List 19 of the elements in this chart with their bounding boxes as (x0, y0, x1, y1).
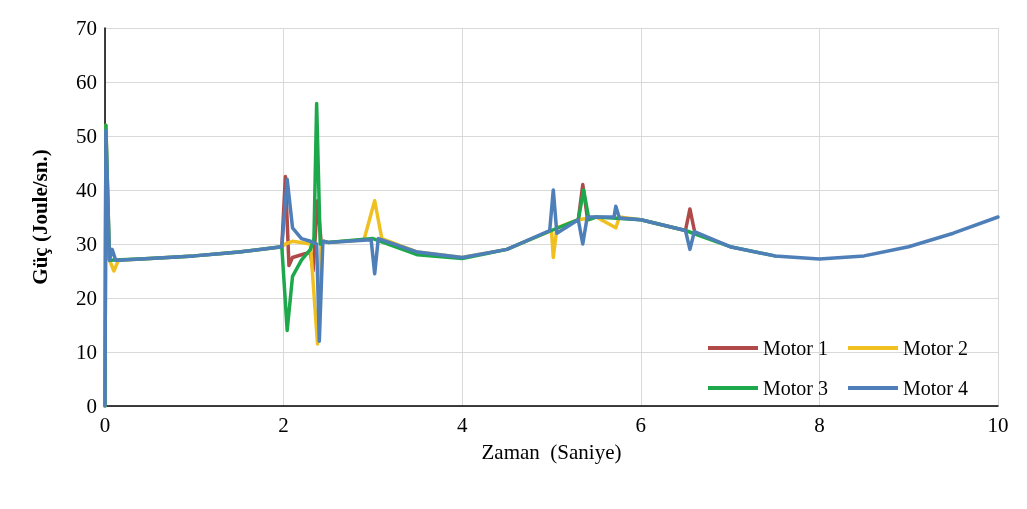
legend-label: Motor 3 (763, 377, 828, 399)
y-axis-title: Güç (Joule/sn.) (27, 149, 52, 285)
y-tick-label: 30 (76, 232, 97, 256)
x-tick-label: 10 (987, 412, 1009, 437)
x-tick-label: 8 (814, 412, 825, 437)
legend-label: Motor 2 (903, 337, 968, 359)
x-tick-label: 6 (635, 412, 647, 437)
y-tick-label: 0 (86, 394, 97, 418)
x-tick-label: 2 (278, 412, 289, 437)
legend-label: Motor 1 (763, 337, 828, 359)
legend-label: Motor 4 (903, 377, 968, 399)
y-tick-label: 40 (76, 178, 97, 202)
x-axis-title: Zaman (Saniye) (481, 439, 622, 464)
x-tick-label: 4 (456, 412, 468, 437)
y-tick-label: 10 (76, 340, 97, 364)
y-tick-label: 50 (76, 124, 97, 148)
y-tick-label: 20 (76, 286, 97, 310)
y-tick-label: 60 (76, 70, 97, 94)
y-tick-label: 70 (76, 16, 97, 40)
